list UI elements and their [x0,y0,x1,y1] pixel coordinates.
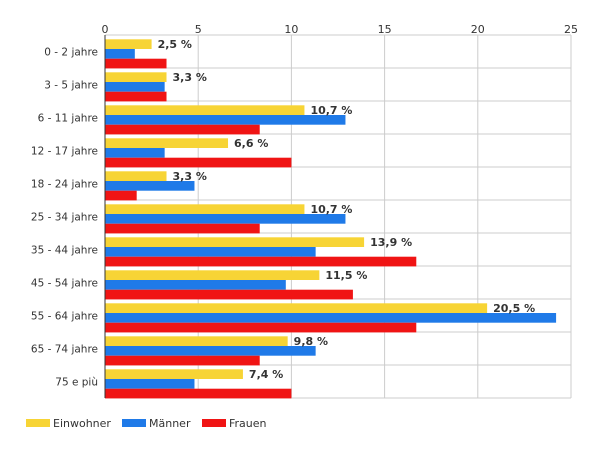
x-tick-label: 5 [195,23,202,36]
legend-label-frauen: Frauen [229,417,267,430]
legend-swatch-einwohner [26,419,50,427]
bar-frauen [105,58,167,69]
category-label: 3 - 5 jahre [44,80,98,92]
x-tick-label: 10 [284,23,298,36]
bar-einwohner [105,138,229,148]
bar-frauen [105,322,417,333]
x-axis-ticks: 0 5 10 15 20 25 [102,23,579,36]
bar-einwohner [105,171,167,181]
bar-einwohner [105,39,152,49]
data-label: 3,3 % [173,71,207,84]
bar-frauen [105,157,292,168]
legend: Einwohner Männer Frauen [26,417,267,430]
category-label: 55 - 64 jahre [31,311,98,323]
bars [105,39,557,399]
data-label: 10,7 % [310,203,352,216]
legend-swatch-maenner [122,419,146,427]
category-label: 35 - 44 jahre [31,245,98,257]
x-tick-label: 15 [378,23,392,36]
legend-label-maenner: Männer [149,417,191,430]
bar-maenner [105,49,135,59]
data-label: 6,6 % [234,137,268,150]
x-tick-label: 25 [564,23,578,36]
bar-frauen [105,256,417,267]
data-label: 13,9 % [370,236,412,249]
bar-maenner [105,148,165,158]
data-label: 2,5 % [158,38,192,51]
category-label: 12 - 17 jahre [31,146,98,158]
bar-frauen [105,91,167,102]
bar-maenner [105,82,165,92]
bar-maenner [105,247,316,257]
bar-maenner [105,313,557,323]
category-labels: 0 - 2 jahre 3 - 5 jahre 6 - 11 jahre 12 - 1… [31,47,98,389]
bar-einwohner [105,105,305,115]
bar-maenner [105,214,346,224]
bar-frauen [105,124,260,135]
x-tick-label: 0 [102,23,109,36]
bar-frauen [105,190,137,201]
legend-label-einwohner: Einwohner [53,417,111,430]
data-labels: 2,5 % 3,3 % 10,7 % 6,6 % 3,3 % 10,7 % 13,9 % 11… [158,38,536,381]
data-label: 11,5 % [325,269,367,282]
category-label: 75 e più [55,377,98,389]
data-label: 9,8 % [294,335,328,348]
legend-swatch-frauen [202,419,226,427]
bar-einwohner [105,270,320,280]
bar-frauen [105,223,260,234]
bar-einwohner [105,336,288,346]
category-label: 6 - 11 jahre [38,113,98,125]
category-label: 0 - 2 jahre [44,47,98,59]
x-tick-label: 20 [471,23,485,36]
bar-maenner [105,115,346,125]
bar-einwohner [105,72,167,82]
category-label: 65 - 74 jahre [31,344,98,356]
bar-frauen [105,388,292,399]
bar-einwohner [105,237,365,247]
bar-einwohner [105,369,243,379]
bar-frauen [105,355,260,366]
data-label: 7,4 % [249,368,283,381]
bar-maenner [105,181,195,191]
bar-maenner [105,280,286,290]
category-label: 18 - 24 jahre [31,179,98,191]
bar-maenner [105,379,195,389]
data-label: 20,5 % [493,302,535,315]
category-label: 45 - 54 jahre [31,278,98,290]
bar-frauen [105,289,353,300]
bar-einwohner [105,303,488,313]
bar-maenner [105,346,316,356]
bar-einwohner [105,204,305,214]
data-label: 10,7 % [310,104,352,117]
category-label: 25 - 34 jahre [31,212,98,224]
data-label: 3,3 % [173,170,207,183]
